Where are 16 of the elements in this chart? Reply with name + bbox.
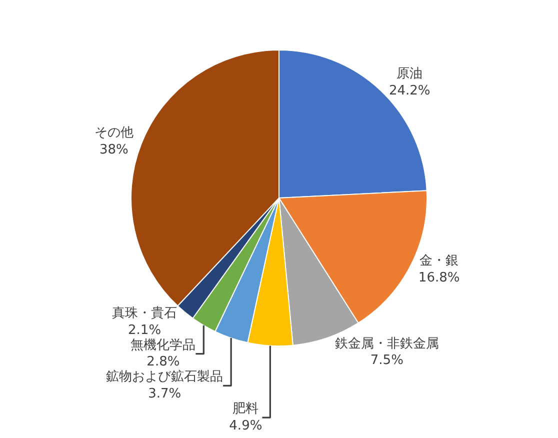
slice-label: 鉱物および鉱石製品 bbox=[106, 370, 224, 385]
slice-label: 肥料 bbox=[232, 402, 259, 417]
slice-label: 金・銀 bbox=[420, 253, 459, 268]
data-label: 2.8% bbox=[146, 354, 180, 370]
slice-label: その他 bbox=[94, 125, 134, 140]
data-label: 16.8% bbox=[418, 270, 460, 286]
data-label: 3.7% bbox=[148, 386, 182, 402]
data-label: 38% bbox=[99, 142, 128, 158]
data-label: 7.5% bbox=[370, 353, 404, 368]
slice-label: 原油 bbox=[396, 66, 423, 82]
slice-label: 無機化学品 bbox=[130, 338, 196, 353]
data-label: 2.1% bbox=[128, 322, 162, 338]
data-label: 24.2% bbox=[388, 83, 430, 98]
slice-label: 鉄金属・非鉄金属 bbox=[334, 336, 439, 352]
slice-label: 真珠・貴石 bbox=[112, 306, 178, 321]
data-label: 4.9% bbox=[229, 418, 262, 434]
